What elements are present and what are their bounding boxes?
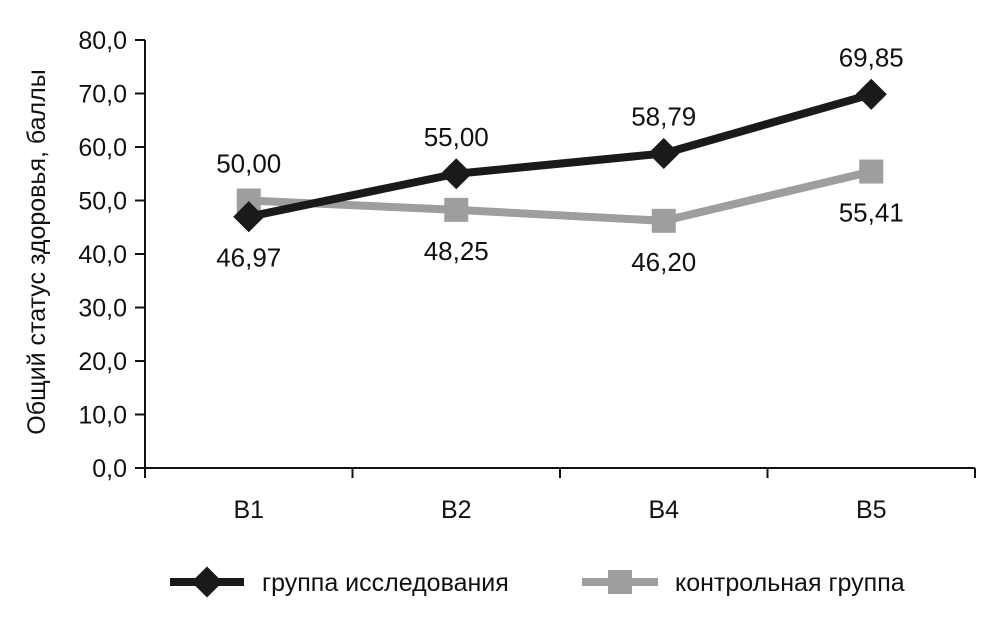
study-group-point [233, 201, 265, 233]
y-tick-label: 10,0 [78, 402, 127, 430]
legend-diamond-icon [191, 566, 223, 598]
y-tick-label: 50,0 [78, 188, 127, 216]
control-group-data-label: 46,20 [631, 247, 696, 277]
study-group-data-label: 69,85 [839, 42, 904, 72]
series-line-0 [244, 90, 876, 221]
legend: группа исследования контрольная группа [170, 566, 905, 598]
legend-square-icon [608, 570, 632, 594]
x-tick-label: В1 [233, 496, 264, 524]
control-group-data-label: 48,25 [424, 236, 489, 266]
control-group-data-label: 50,00 [216, 149, 281, 179]
legend-item-study-group: группа исследования [170, 566, 509, 598]
study-group-point [440, 158, 472, 190]
legend-label-study-group: группа исследования [262, 569, 509, 597]
study-group-data-label: 58,79 [631, 101, 696, 131]
legend-item-control-group: контрольная группа [582, 569, 905, 597]
y-ticks: 0,0 10,0 20,0 30,0 40,0 50,0 60,0 70,0 80,0 [78, 27, 145, 483]
y-tick-label: 60,0 [78, 134, 127, 162]
control-group-data-label: 55,41 [839, 198, 904, 228]
y-axis-title: Общий статус здоровья, баллы [23, 69, 51, 434]
control-group-point [444, 197, 469, 222]
x-tick-label: В5 [856, 496, 887, 524]
x-tick-label: В2 [441, 496, 472, 524]
study-group-point [855, 78, 887, 110]
y-tick-label: 30,0 [78, 295, 127, 323]
study-group-data-label: 55,00 [424, 122, 489, 152]
y-tick-label: 70,0 [78, 81, 127, 109]
control-group-point [859, 159, 884, 184]
study-group-point [648, 137, 680, 170]
y-tick-label: 40,0 [78, 241, 127, 269]
legend-label-control-group: контрольная группа [675, 569, 905, 597]
series-line-1 [244, 167, 876, 225]
y-tick-label: 20,0 [78, 348, 127, 376]
series-layer [233, 78, 887, 233]
control-group-point [651, 208, 676, 233]
x-tick-label: В4 [648, 496, 679, 524]
y-tick-label: 0,0 [92, 455, 127, 483]
study-group-data-label: 46,97 [216, 243, 281, 273]
x-ticks: В1 В2 В4 В5 [144, 468, 976, 524]
data-labels: 46,97 50,00 55,00 48,25 58,79 46,20 69,85 55,41 [216, 42, 904, 277]
y-tick-label: 80,0 [78, 27, 127, 55]
